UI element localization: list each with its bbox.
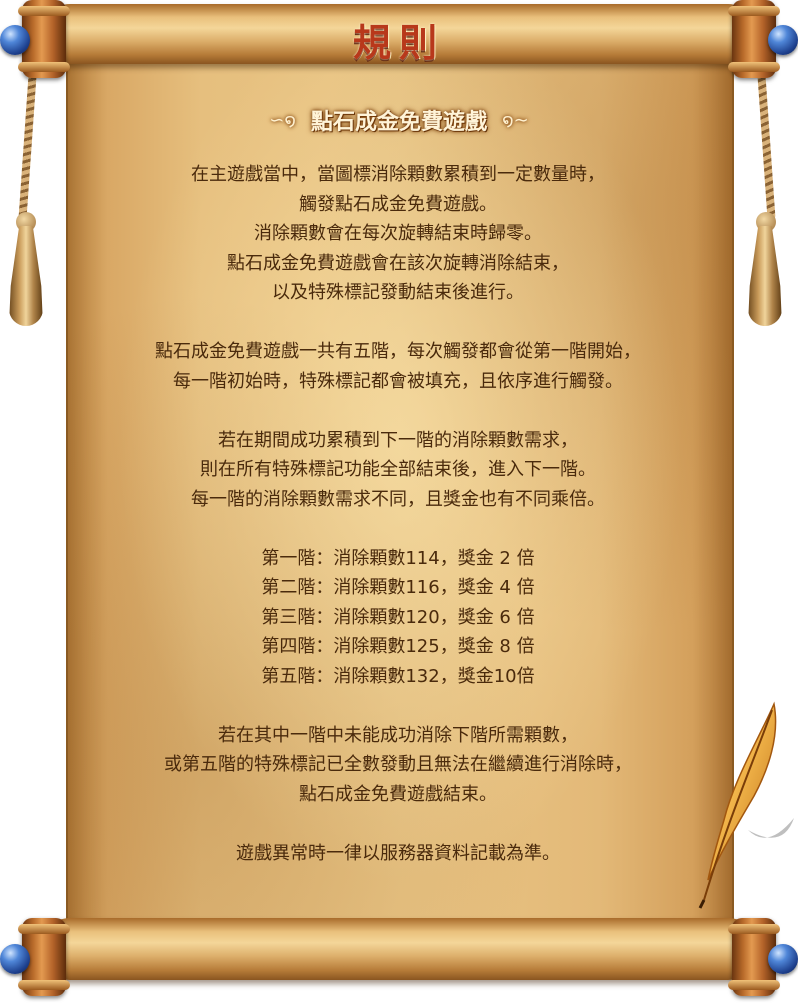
tassel-icon [748, 226, 782, 326]
rule-line: 點石成金免費遊戲一共有五階，每次觸發都會從第一階開始， [155, 341, 641, 362]
quill-icon [698, 701, 794, 909]
flourish-icon: ∽໑ [269, 109, 296, 131]
paragraph: 若在期間成功累積到下一階的消除顆數需求， 則在所有特殊標記功能全部結束後，進入下… [80, 426, 716, 515]
rule-line: 若在期間成功累積到下一階的消除顆數需求， [218, 429, 578, 451]
paragraph: 點石成金免費遊戲一共有五階，每次觸發都會從第一階開始， 每一階初始時，特殊標記都… [80, 337, 716, 396]
scroll-knob-icon [768, 25, 798, 55]
tier-line: 第四階：消除顆數125，獎金 8 倍 [261, 636, 535, 657]
scroll-knob-icon [768, 944, 798, 974]
paragraph: 在主遊戲當中，當圖標消除顆數累積到一定數量時， 觸發點石成金免費遊戲。 消除顆數… [80, 160, 716, 308]
tassel-icon [9, 226, 43, 326]
rule-line: 在主遊戲當中，當圖標消除顆數累積到一定數量時， [191, 164, 605, 185]
rule-line: 消除顆數會在每次旋轉結束時歸零。 [254, 223, 542, 244]
right-rope [756, 59, 776, 221]
rule-line: 觸發點石成金免費遊戲。 [299, 193, 497, 215]
rule-line: 點石成金免費遊戲會在該次旋轉消除結束， [227, 252, 569, 274]
rule-line: 以及特殊標記發動結束後進行。 [272, 282, 524, 303]
bottom-roll [40, 918, 758, 980]
tier-line: 第三階：消除顆數120，獎金 6 倍 [261, 606, 535, 628]
rule-line: 則在所有特殊標記功能全部結束後，進入下一階。 [200, 459, 596, 480]
tier-line: 第一階：消除顆數114，獎金 2 倍 [261, 547, 535, 569]
tier-list: 第一階：消除顆數114，獎金 2 倍 第二階：消除顆數116，獎金 4 倍 第三… [80, 544, 716, 692]
tier-line: 第五階：消除顆數132，獎金10倍 [261, 665, 535, 687]
left-rope [18, 59, 38, 221]
rule-line: 遊戲異常時一律以服務器資料記載為準。 [236, 842, 560, 864]
rule-line: 點石成金免費遊戲結束。 [299, 783, 497, 805]
rule-line: 或第五階的特殊標記已全數發動且無法在繼續進行消除時， [164, 754, 632, 775]
rules-text: 在主遊戲當中，當圖標消除顆數累積到一定數量時， 觸發點石成金免費遊戲。 消除顆數… [80, 160, 716, 898]
page-title: 規則 [352, 20, 445, 65]
paragraph: 遊戲異常時一律以服務器資料記載為準。 [80, 839, 716, 869]
tier-line: 第二階：消除顆數116，獎金 4 倍 [261, 577, 535, 598]
rule-line: 每一階初始時，特殊標記都會被填充，且依序進行觸發。 [173, 370, 623, 392]
parchment-body [66, 20, 734, 960]
flourish-icon: ໑∼ [502, 109, 529, 131]
section-title: 點石成金免費遊戲 [310, 110, 487, 135]
top-roll: 規則 [40, 4, 758, 65]
rule-line: 每一階的消除顆數需求不同，且獎金也有不同乘倍。 [191, 488, 605, 510]
section-header: ∽໑ 點石成金免費遊戲 ໑∼ [0, 104, 798, 136]
rule-line: 若在其中一階中未能成功消除下階所需顆數， [218, 724, 578, 746]
scroll-knob-icon [0, 944, 30, 974]
paragraph: 若在其中一階中未能成功消除下階所需顆數， 或第五階的特殊標記已全數發動且無法在繼… [80, 721, 716, 810]
top-left-rod-cap [18, 0, 70, 78]
scroll-knob-icon [0, 25, 30, 55]
